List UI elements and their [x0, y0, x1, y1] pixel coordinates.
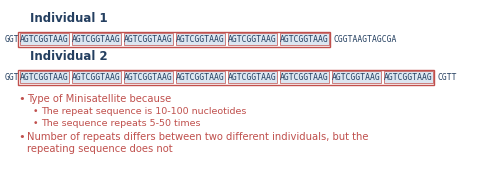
Text: Individual 2: Individual 2 — [30, 50, 108, 63]
FancyBboxPatch shape — [228, 33, 276, 45]
Text: Type of Minisatellite because: Type of Minisatellite because — [27, 94, 171, 104]
Text: AGTCGGTAAG: AGTCGGTAAG — [228, 35, 276, 44]
FancyBboxPatch shape — [176, 71, 224, 83]
FancyBboxPatch shape — [72, 33, 120, 45]
Text: •: • — [33, 119, 38, 128]
FancyBboxPatch shape — [384, 71, 432, 83]
FancyBboxPatch shape — [280, 33, 328, 45]
FancyBboxPatch shape — [124, 71, 172, 83]
FancyBboxPatch shape — [332, 71, 380, 83]
FancyBboxPatch shape — [72, 71, 120, 83]
Text: AGTCGGTAAG: AGTCGGTAAG — [124, 35, 172, 44]
Text: The repeat sequence is 10-100 nucleotides: The repeat sequence is 10-100 nucleotide… — [41, 107, 246, 116]
Text: AGTCGGTAAG: AGTCGGTAAG — [72, 73, 120, 81]
Text: GGT: GGT — [5, 73, 20, 81]
Text: CGTT: CGTT — [438, 73, 457, 81]
Text: AGTCGGTAAG: AGTCGGTAAG — [280, 73, 328, 81]
Text: •: • — [18, 132, 25, 142]
Text: GGT: GGT — [5, 35, 20, 44]
Text: AGTCGGTAAG: AGTCGGTAAG — [384, 73, 432, 81]
FancyBboxPatch shape — [228, 71, 276, 83]
FancyBboxPatch shape — [124, 33, 172, 45]
Text: •: • — [33, 107, 38, 116]
Text: Individual 1: Individual 1 — [30, 12, 108, 25]
Text: AGTCGGTAAG: AGTCGGTAAG — [72, 35, 120, 44]
Text: The sequence repeats 5-50 times: The sequence repeats 5-50 times — [41, 119, 200, 128]
Text: AGTCGGTAAG: AGTCGGTAAG — [228, 73, 276, 81]
Text: •: • — [18, 94, 25, 104]
Text: AGTCGGTAAG: AGTCGGTAAG — [280, 35, 328, 44]
Text: AGTCGGTAAG: AGTCGGTAAG — [176, 35, 224, 44]
Text: AGTCGGTAAG: AGTCGGTAAG — [176, 73, 224, 81]
FancyBboxPatch shape — [20, 33, 68, 45]
Text: AGTCGGTAAG: AGTCGGTAAG — [332, 73, 380, 81]
Text: AGTCGGTAAG: AGTCGGTAAG — [20, 35, 68, 44]
Text: CGGTAAGTAGCGA: CGGTAAGTAGCGA — [334, 35, 397, 44]
Text: AGTCGGTAAG: AGTCGGTAAG — [20, 73, 68, 81]
FancyBboxPatch shape — [280, 71, 328, 83]
FancyBboxPatch shape — [176, 33, 224, 45]
Text: repeating sequence does not: repeating sequence does not — [27, 144, 172, 154]
FancyBboxPatch shape — [20, 71, 68, 83]
Text: AGTCGGTAAG: AGTCGGTAAG — [124, 73, 172, 81]
Text: Number of repeats differs between two different individuals, but the: Number of repeats differs between two di… — [27, 132, 368, 142]
